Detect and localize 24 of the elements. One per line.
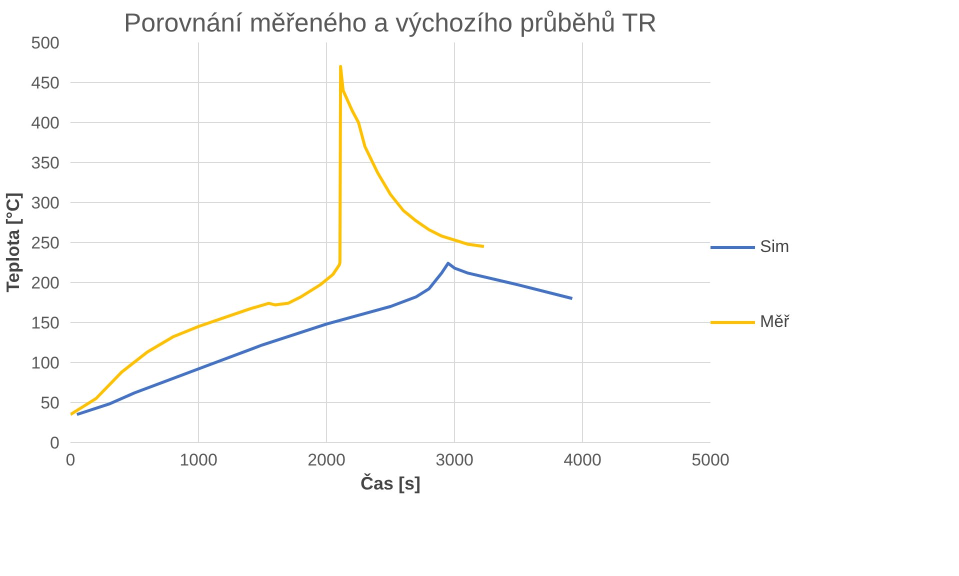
legend-label: Měř bbox=[760, 312, 790, 332]
y-tick-label: 150 bbox=[31, 314, 60, 332]
y-axis-title: Teplota [°C] bbox=[3, 192, 24, 292]
y-tick-label: 50 bbox=[40, 394, 60, 412]
legend-label: Sim bbox=[760, 237, 790, 257]
y-tick-label: 450 bbox=[31, 74, 60, 92]
x-tick-label: 3000 bbox=[436, 450, 474, 470]
y-tick-label: 400 bbox=[31, 114, 60, 132]
y-tick-label: 0 bbox=[50, 434, 60, 452]
x-tick-label: 2000 bbox=[308, 450, 346, 470]
y-tick-label: 100 bbox=[31, 354, 60, 372]
x-tick-label: 1000 bbox=[180, 450, 218, 470]
x-tick-label: 0 bbox=[66, 450, 76, 470]
line-series bbox=[75, 262, 574, 416]
y-tick-label: 500 bbox=[31, 34, 60, 52]
y-tick-label: 250 bbox=[31, 234, 60, 252]
x-tick-label: 4000 bbox=[564, 450, 602, 470]
line-series bbox=[70, 65, 486, 416]
y-tick-label: 200 bbox=[31, 274, 60, 292]
x-axis-title: Čas [s] bbox=[360, 472, 421, 494]
x-tick-label: 5000 bbox=[692, 450, 730, 470]
chart-title: Porovnání měřeného a výchozího průběhů TR bbox=[124, 8, 657, 38]
y-tick-label: 300 bbox=[31, 194, 60, 212]
y-tick-label: 350 bbox=[31, 154, 60, 172]
